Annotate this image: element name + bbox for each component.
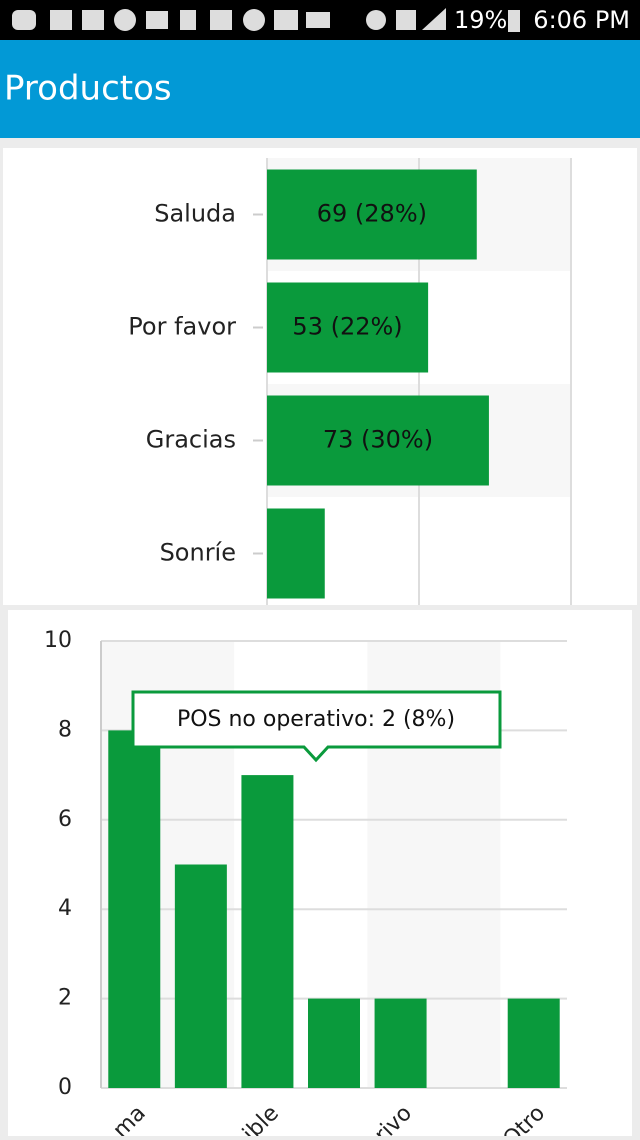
plot: Saluda 69 (28%) Por favor 53 (22%) Gracias 73… [128, 158, 572, 605]
y-tick-label: Gracias [146, 426, 236, 454]
bar [267, 508, 325, 599]
battery: 19% [454, 6, 507, 34]
bar [108, 730, 161, 1088]
bar [267, 395, 489, 486]
y-tick-label: 6 [58, 807, 72, 832]
app-title: Productos [4, 69, 172, 109]
status-icons [12, 8, 520, 32]
data-label: 69 (28%) [317, 200, 427, 228]
y-tick-label: Sonríe [160, 539, 236, 567]
tooltip-box [131, 690, 502, 763]
bar [507, 998, 560, 1088]
y-tick-label: 4 [58, 896, 72, 921]
bar [267, 282, 429, 373]
bar [374, 998, 427, 1088]
bar [308, 998, 360, 1088]
y-tick-label: Saluda [154, 200, 236, 228]
bar [267, 169, 477, 260]
y-tick-label: 10 [44, 628, 72, 653]
app-bar [0, 40, 640, 138]
bar [174, 864, 227, 1088]
data-label: 73 (30%) [323, 426, 433, 454]
data-label: 53 (22%) [292, 313, 402, 341]
clock: 6:06 PM [533, 6, 630, 34]
y-tick-label: Por favor [128, 313, 236, 341]
tooltip-text: POS no operativo: 2 (8%) [177, 707, 455, 732]
y-tick-label: 0 [58, 1075, 72, 1100]
bar [241, 775, 294, 1088]
y-tick-label: 2 [58, 986, 72, 1011]
y-tick-label: 8 [58, 717, 72, 742]
